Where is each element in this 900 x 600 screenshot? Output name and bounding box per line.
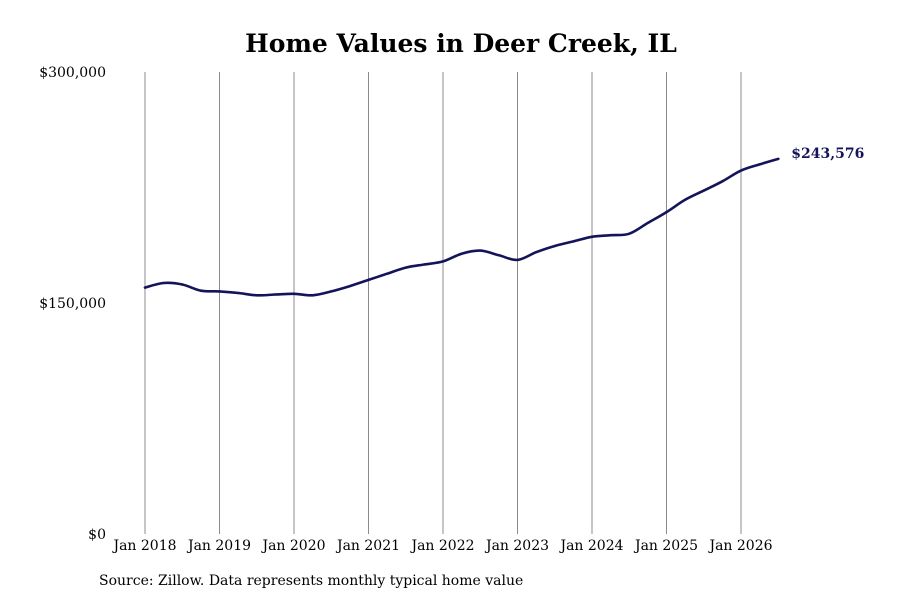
x-tick-label: Jan 2020 xyxy=(260,538,325,554)
gridlines xyxy=(144,72,742,534)
data-point xyxy=(255,294,258,297)
data-point xyxy=(683,198,687,201)
data-point xyxy=(367,278,370,282)
data-point xyxy=(572,240,575,243)
data-point xyxy=(274,293,277,296)
data-point xyxy=(646,221,650,225)
y-tick-label: $150,000 xyxy=(39,296,106,312)
x-tick-label: Jan 2024 xyxy=(558,538,623,554)
data-point xyxy=(423,263,426,266)
x-tick-label: Jan 2022 xyxy=(409,538,474,554)
x-tick-label: Jan 2018 xyxy=(111,538,176,554)
data-point xyxy=(702,189,705,192)
data-point xyxy=(385,272,389,275)
data-point xyxy=(497,254,501,257)
y-tick-label: $0 xyxy=(88,527,106,543)
data-point xyxy=(516,258,519,262)
y-axis-ticks: $0 $150,000 $300,000 xyxy=(39,65,106,543)
chart-title: Home Values in Deer Creek, IL xyxy=(245,29,677,58)
data-point xyxy=(665,210,668,214)
data-point xyxy=(404,266,407,269)
data-point xyxy=(181,283,184,286)
source-note: Source: Zillow. Data represents monthly … xyxy=(99,573,524,589)
data-point xyxy=(162,281,165,285)
data-point xyxy=(143,286,147,289)
data-point xyxy=(590,235,594,238)
data-point xyxy=(348,284,352,288)
data-point xyxy=(758,163,761,166)
home-value-line xyxy=(143,157,780,297)
data-point xyxy=(609,234,612,237)
data-point xyxy=(479,249,482,252)
data-point xyxy=(199,289,203,292)
x-tick-label: Jan 2019 xyxy=(186,538,251,554)
data-point xyxy=(441,260,445,263)
data-point xyxy=(777,157,780,161)
data-point xyxy=(534,251,538,254)
data-point xyxy=(330,290,333,293)
data-point xyxy=(739,169,743,172)
x-tick-label: Jan 2025 xyxy=(633,538,698,554)
x-tick-label: Jan 2023 xyxy=(484,538,549,554)
data-point xyxy=(218,290,221,293)
data-point xyxy=(292,292,296,295)
x-tick-label: Jan 2026 xyxy=(707,538,772,554)
x-tick-label: Jan 2021 xyxy=(335,538,400,554)
data-point xyxy=(628,232,631,235)
data-point xyxy=(721,180,724,183)
data-point xyxy=(236,291,240,295)
last-value-label: $243,576 xyxy=(791,146,864,162)
y-tick-label: $300,000 xyxy=(39,65,106,81)
x-axis-ticks: Jan 2018 Jan 2019 Jan 2020 Jan 2021 Jan 2022… xyxy=(111,538,772,554)
data-point xyxy=(553,244,556,248)
data-point xyxy=(460,252,463,255)
series-points xyxy=(143,157,780,297)
data-point xyxy=(311,294,314,297)
